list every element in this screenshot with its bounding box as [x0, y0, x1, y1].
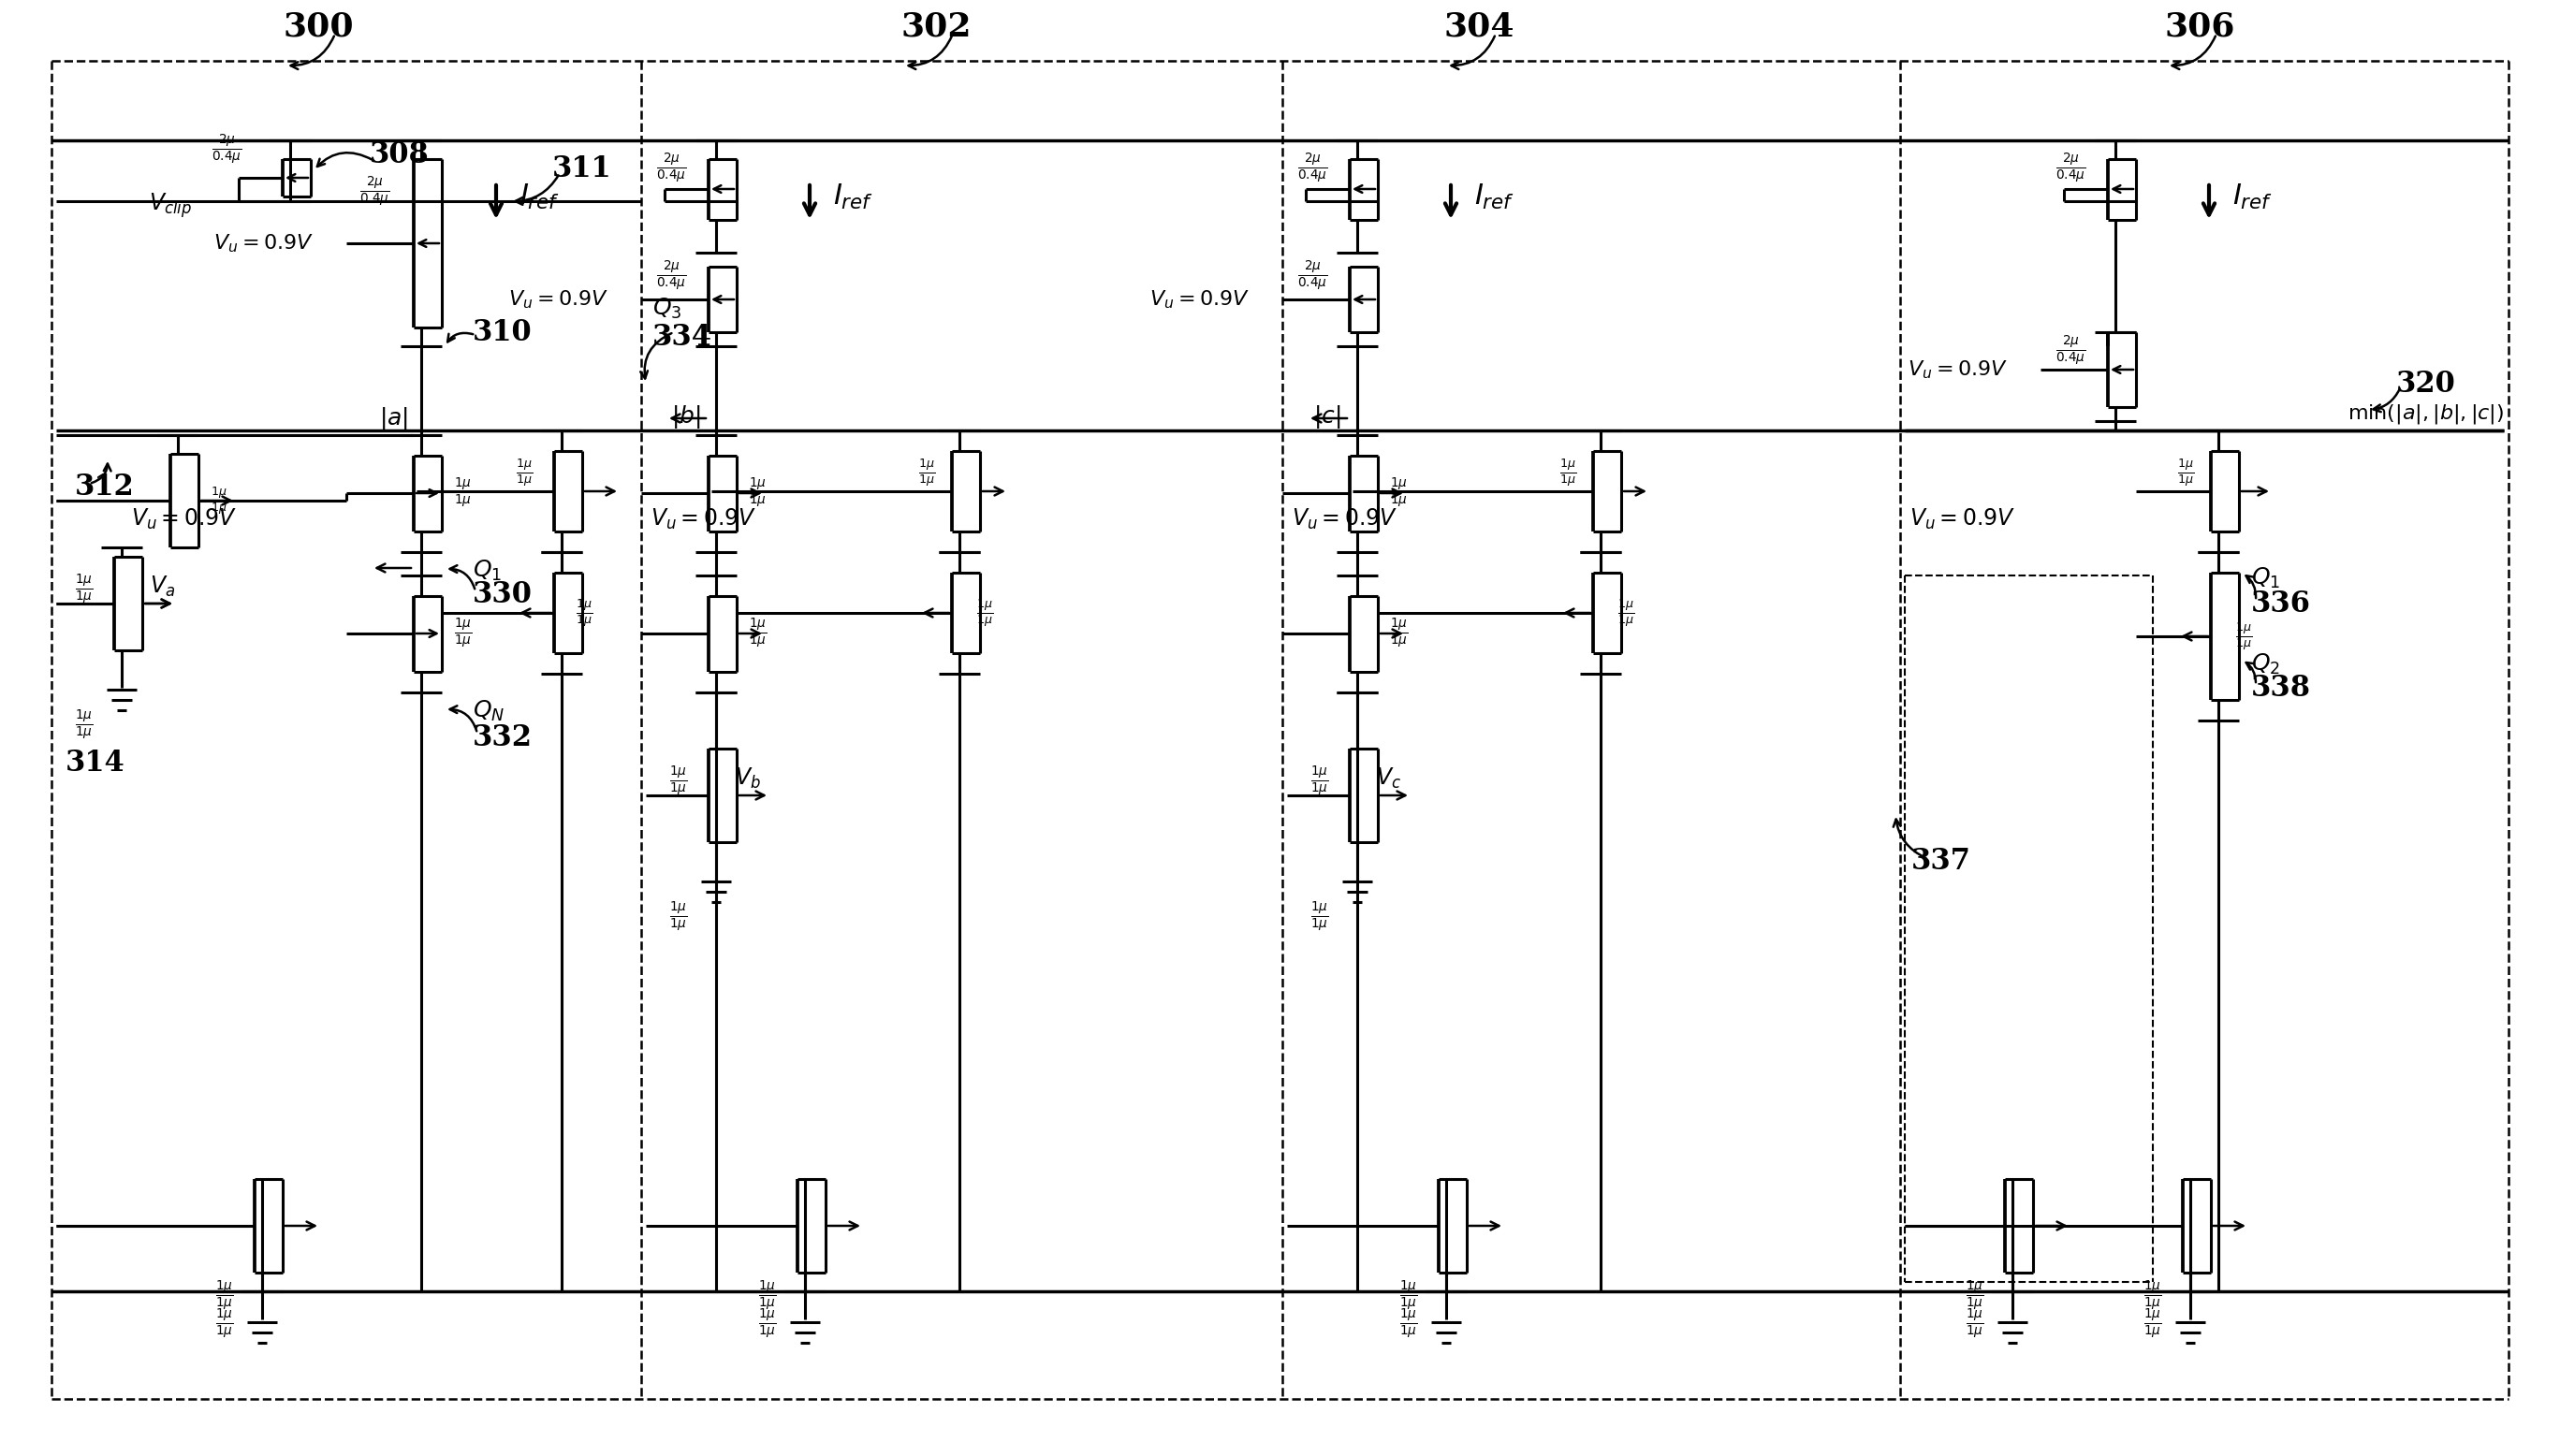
- Text: $Q_3$: $Q_3$: [653, 297, 681, 322]
- Text: 312: 312: [74, 472, 136, 501]
- Text: 334: 334: [653, 322, 712, 351]
- Text: $I_{ref}$: $I_{ref}$: [520, 182, 561, 211]
- Text: 337: 337: [1912, 846, 1971, 875]
- Text: $\frac{1\mu}{1\mu}$: $\frac{1\mu}{1\mu}$: [453, 476, 471, 510]
- Text: 314: 314: [67, 748, 125, 778]
- Text: 304: 304: [1444, 10, 1513, 42]
- Text: $|c|$: $|c|$: [1313, 403, 1341, 430]
- Text: $I_{ref}$: $I_{ref}$: [832, 182, 873, 211]
- Text: $V_a$: $V_a$: [151, 575, 174, 598]
- Text: $Q_2$: $Q_2$: [2250, 652, 2281, 677]
- Text: $\frac{1\mu}{1\mu}$: $\frac{1\mu}{1\mu}$: [1311, 900, 1329, 933]
- Text: $\frac{1\mu}{1\mu}$: $\frac{1\mu}{1\mu}$: [74, 572, 92, 606]
- Text: $Q_1$: $Q_1$: [2250, 566, 2281, 591]
- Text: $\frac{1\mu}{1\mu}$: $\frac{1\mu}{1\mu}$: [453, 616, 471, 651]
- Text: $\frac{1\mu}{1\mu}$: $\frac{1\mu}{1\mu}$: [1311, 764, 1329, 798]
- Text: $V_u=0.9V$: $V_u=0.9V$: [1907, 358, 2007, 380]
- Text: $\frac{2\mu}{0.4\mu}$: $\frac{2\mu}{0.4\mu}$: [655, 151, 686, 185]
- Text: $\frac{2\mu}{0.4\mu}$: $\frac{2\mu}{0.4\mu}$: [212, 132, 241, 166]
- Text: $|b|$: $|b|$: [671, 403, 701, 430]
- Text: $\frac{1\mu}{1\mu}$: $\frac{1\mu}{1\mu}$: [576, 597, 591, 629]
- Text: $\frac{1\mu}{1\mu}$: $\frac{1\mu}{1\mu}$: [671, 764, 689, 798]
- Text: $\frac{1\mu}{1\mu}$: $\frac{1\mu}{1\mu}$: [750, 616, 768, 651]
- Text: $\frac{1\mu}{1\mu}$: $\frac{1\mu}{1\mu}$: [750, 476, 768, 510]
- Text: $V_{clip}$: $V_{clip}$: [148, 192, 192, 220]
- Text: $Q_1$: $Q_1$: [474, 559, 502, 582]
- Text: $V_c$: $V_c$: [1375, 766, 1400, 791]
- Text: $\frac{2\mu}{0.4\mu}$: $\frac{2\mu}{0.4\mu}$: [2056, 333, 2086, 368]
- Text: $V_u=0.9V$: $V_u=0.9V$: [1910, 507, 2015, 531]
- Text: $\frac{1\mu}{1\mu}$: $\frac{1\mu}{1\mu}$: [210, 485, 228, 517]
- Text: $V_u=0.9V$: $V_u=0.9V$: [509, 288, 609, 310]
- Text: $\frac{2\mu}{0.4\mu}$: $\frac{2\mu}{0.4\mu}$: [655, 259, 686, 293]
- Text: 332: 332: [474, 722, 532, 751]
- Text: $\frac{1\mu}{1\mu}$: $\frac{1\mu}{1\mu}$: [1618, 597, 1633, 629]
- Text: $\frac{1\mu}{1\mu}$: $\frac{1\mu}{1\mu}$: [1390, 616, 1408, 651]
- Text: $V_u=0.9V$: $V_u=0.9V$: [131, 507, 238, 531]
- Text: $\frac{1\mu}{1\mu}$: $\frac{1\mu}{1\mu}$: [1966, 1280, 1984, 1313]
- Text: $\frac{2\mu}{0.4\mu}$: $\frac{2\mu}{0.4\mu}$: [358, 175, 389, 208]
- Text: $\frac{1\mu}{1\mu}$: $\frac{1\mu}{1\mu}$: [215, 1280, 233, 1313]
- Text: ${\rm min}(|a|,|b|,|c|)$: ${\rm min}(|a|,|b|,|c|)$: [2348, 402, 2504, 425]
- Text: $\frac{1\mu}{1\mu}$: $\frac{1\mu}{1\mu}$: [919, 457, 934, 488]
- Text: $\frac{1\mu}{1\mu}$: $\frac{1\mu}{1\mu}$: [758, 1307, 776, 1341]
- Text: $V_u=0.9V$: $V_u=0.9V$: [650, 507, 758, 531]
- Text: 338: 338: [2250, 673, 2312, 702]
- Text: $\frac{1\mu}{1\mu}$: $\frac{1\mu}{1\mu}$: [758, 1280, 776, 1313]
- Text: $\frac{2\mu}{0.4\mu}$: $\frac{2\mu}{0.4\mu}$: [1298, 259, 1329, 293]
- Text: $\frac{1\mu}{1\mu}$: $\frac{1\mu}{1\mu}$: [2176, 457, 2194, 488]
- Text: $Q_N$: $Q_N$: [474, 699, 504, 724]
- Text: $\frac{1\mu}{1\mu}$: $\frac{1\mu}{1\mu}$: [671, 900, 689, 933]
- Text: $\frac{1\mu}{1\mu}$: $\frac{1\mu}{1\mu}$: [215, 1307, 233, 1341]
- Text: $\frac{1\mu}{1\mu}$: $\frac{1\mu}{1\mu}$: [975, 597, 993, 629]
- Text: 311: 311: [553, 154, 612, 183]
- Text: 310: 310: [474, 317, 532, 347]
- Text: $\frac{1\mu}{1\mu}$: $\frac{1\mu}{1\mu}$: [1966, 1307, 1984, 1341]
- Text: $V_u=0.9V$: $V_u=0.9V$: [1149, 288, 1249, 310]
- Text: $\frac{1\mu}{1\mu}$: $\frac{1\mu}{1\mu}$: [2143, 1307, 2161, 1341]
- Text: 308: 308: [369, 140, 430, 169]
- Text: $V_u=0.9V$: $V_u=0.9V$: [212, 233, 312, 255]
- Text: $\frac{1\mu}{1\mu}$: $\frac{1\mu}{1\mu}$: [1400, 1307, 1418, 1341]
- Text: $\frac{1\mu}{1\mu}$: $\frac{1\mu}{1\mu}$: [74, 708, 92, 743]
- Text: 302: 302: [901, 10, 970, 42]
- Text: $\frac{1\mu}{1\mu}$: $\frac{1\mu}{1\mu}$: [1390, 476, 1408, 510]
- Text: 320: 320: [2396, 370, 2455, 397]
- Text: 330: 330: [474, 579, 532, 609]
- Text: $\frac{1\mu}{1\mu}$: $\frac{1\mu}{1\mu}$: [515, 457, 532, 488]
- Text: $\frac{1\mu}{1\mu}$: $\frac{1\mu}{1\mu}$: [1559, 457, 1577, 488]
- Text: $\frac{1\mu}{1\mu}$: $\frac{1\mu}{1\mu}$: [1400, 1280, 1418, 1313]
- Text: $|a|$: $|a|$: [379, 405, 407, 432]
- Text: $\frac{1\mu}{1\mu}$: $\frac{1\mu}{1\mu}$: [2235, 620, 2253, 652]
- Text: $V_u=0.9V$: $V_u=0.9V$: [1293, 507, 1398, 531]
- Text: $V_b$: $V_b$: [735, 766, 760, 791]
- Text: $\frac{2\mu}{0.4\mu}$: $\frac{2\mu}{0.4\mu}$: [1298, 151, 1329, 185]
- Text: 300: 300: [282, 10, 353, 42]
- Text: $I_{ref}$: $I_{ref}$: [1475, 182, 1516, 211]
- Text: 306: 306: [2163, 10, 2235, 42]
- Text: $I_{ref}$: $I_{ref}$: [2232, 182, 2273, 211]
- Text: 336: 336: [2250, 590, 2312, 617]
- Text: $\frac{1\mu}{1\mu}$: $\frac{1\mu}{1\mu}$: [2143, 1280, 2161, 1313]
- Text: $\frac{2\mu}{0.4\mu}$: $\frac{2\mu}{0.4\mu}$: [2056, 151, 2086, 185]
